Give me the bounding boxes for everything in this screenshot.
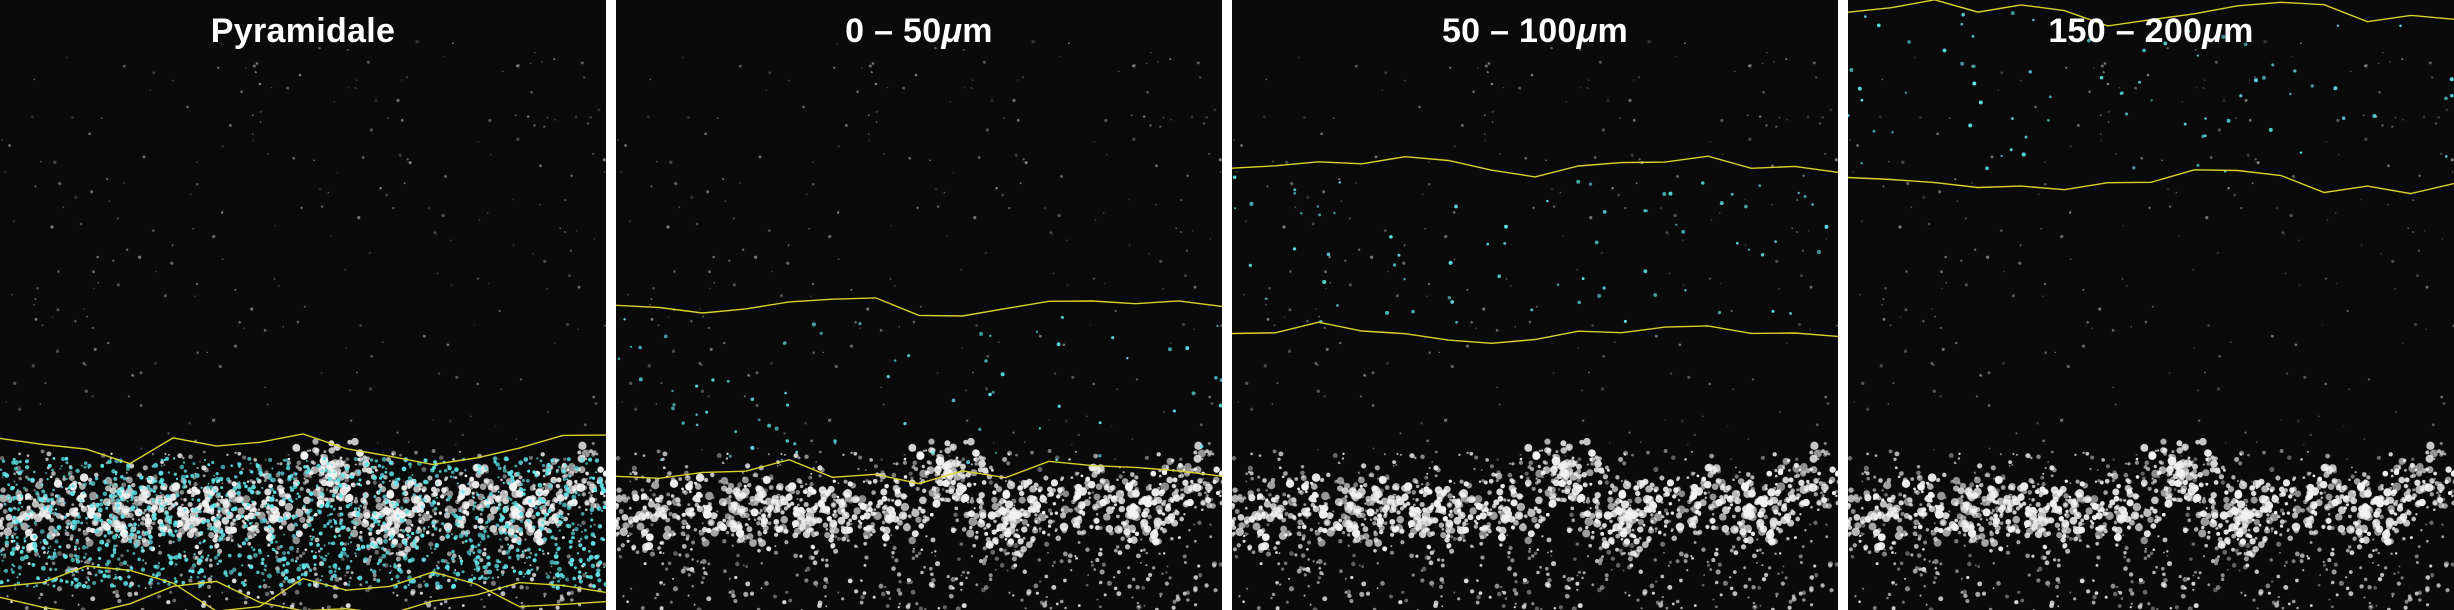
title-main: 150 – 200 <box>2048 12 2203 50</box>
background-speckles <box>1233 40 1838 462</box>
panel-title-150-200um: 150 – 200μm <box>1848 12 2454 51</box>
pyramidal-cell-bodies <box>616 437 1222 610</box>
upper-boundary-line <box>0 433 606 466</box>
micrograph-0-50um <box>616 0 1222 610</box>
pyramidal-cell-bodies <box>1232 437 1838 610</box>
panel-0-50um: 0 – 50μm <box>616 0 1222 610</box>
title-unit: m <box>1597 12 1629 50</box>
micrograph-pyramidale <box>0 0 606 610</box>
micrograph-50-100um <box>1232 0 1838 610</box>
panel-50-100um: 50 – 100μm <box>1232 0 1838 610</box>
layer-boundaries <box>1848 0 2454 195</box>
upper-boundary-line <box>616 297 1222 317</box>
background-speckles <box>1 40 606 462</box>
pyramidal-cell-bodies <box>1848 437 2454 610</box>
layer-boundaries <box>1232 155 1838 345</box>
highlighted-puncta <box>617 315 1222 465</box>
layer-boundaries <box>0 433 606 610</box>
panel-title-50-100um: 50 – 100μm <box>1232 12 1838 51</box>
lower-boundary-line <box>1848 169 2454 195</box>
background-speckles <box>617 40 1222 462</box>
panel-150-200um: 150 – 200μm <box>1848 0 2454 610</box>
background-speckles <box>1849 40 2454 462</box>
panel-pyramidale: Pyramidale <box>0 0 606 610</box>
highlighted-puncta <box>1232 175 1829 324</box>
layer-boundaries <box>616 297 1222 485</box>
upper-boundary-line <box>1848 0 2454 27</box>
title-mu: μ <box>941 12 963 50</box>
pyramidal-cell-bodies <box>0 437 606 610</box>
lower-boundary-line <box>1232 321 1838 345</box>
title-unit: m <box>2223 12 2254 50</box>
highlighted-puncta <box>0 456 606 590</box>
micrograph-150-200um <box>1848 0 2454 610</box>
title-unit: m <box>962 12 993 50</box>
lower-boundary-line <box>0 580 606 610</box>
upper-boundary-line <box>1232 155 1838 178</box>
bottom-boundary-line <box>0 565 606 610</box>
title-main: Pyramidale <box>210 12 396 50</box>
title-main: 50 – 100 <box>1441 12 1577 50</box>
title-main: 0 – 50 <box>845 12 942 50</box>
title-mu: μ <box>2202 12 2224 50</box>
highlighted-puncta <box>1848 11 2454 173</box>
panel-title-pyramidale: Pyramidale <box>0 12 606 51</box>
panel-title-0-50um: 0 – 50μm <box>616 12 1222 51</box>
title-mu: μ <box>1576 12 1598 50</box>
lower-boundary-line <box>616 458 1222 485</box>
